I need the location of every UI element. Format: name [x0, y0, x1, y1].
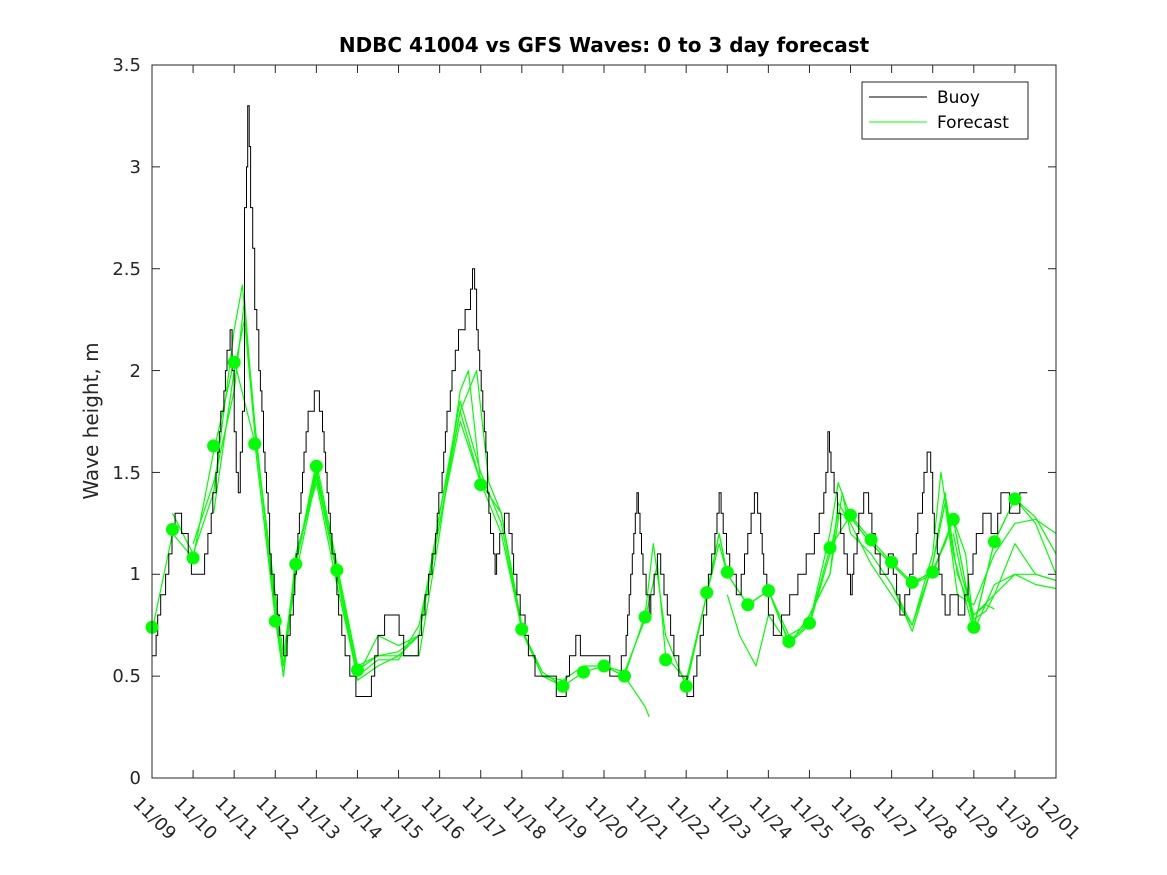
- legend: Buoy Forecast: [861, 81, 1029, 140]
- forecast-line: [213, 319, 564, 687]
- forecast-marker: [227, 355, 241, 369]
- forecast-marker: [782, 635, 796, 648]
- forecast-line: [891, 502, 1057, 632]
- forecast-marker: [248, 437, 262, 451]
- forecast-marker: [515, 622, 529, 636]
- forecast-marker: [638, 610, 652, 624]
- y-axis-label: Wave height, m: [79, 342, 103, 499]
- forecast-marker: [720, 565, 734, 579]
- forecast-marker: [844, 508, 857, 522]
- y-tick-label: 2: [130, 361, 141, 382]
- forecast-marker: [207, 439, 221, 453]
- plot-area: [152, 65, 1056, 778]
- forecast-marker: [330, 563, 344, 577]
- forecast-marker: [309, 459, 323, 473]
- y-axis-ticks: 0 0.5 1 1.5 2 2.5 3 3.5: [112, 55, 141, 789]
- forecast-marker: [1008, 492, 1022, 506]
- forecast-marker: [351, 663, 364, 677]
- y-tick-label: 3: [130, 157, 141, 178]
- chart-title: NDBC 41004 vs GFS Waves: 0 to 3 day fore…: [339, 33, 870, 57]
- y-tick-label: 3.5: [112, 55, 141, 76]
- forecast-marker: [987, 535, 1001, 549]
- forecast-marker: [967, 620, 981, 634]
- y-tick-label: 1: [130, 564, 141, 585]
- forecast-marker: [679, 679, 693, 693]
- y-tick-label: 0.5: [112, 666, 141, 687]
- forecast-marker: [946, 512, 960, 526]
- y-tick-label: 0: [130, 768, 141, 789]
- buoy-line: [152, 105, 1028, 697]
- forecast-marker: [474, 478, 488, 492]
- y-tick-label: 2.5: [112, 259, 141, 280]
- legend-forecast-label: Forecast: [937, 113, 1009, 133]
- forecast-marker: [823, 541, 837, 555]
- forecast-marker: [289, 557, 303, 571]
- legend-buoy-label: Buoy: [937, 88, 980, 108]
- forecast-marker: [885, 555, 899, 569]
- forecast-marker: [268, 614, 282, 628]
- legend-box: [861, 81, 1029, 140]
- forecast-line: [274, 410, 650, 718]
- forecast-marker: [803, 616, 816, 630]
- forecast-line: [726, 471, 1057, 667]
- forecast-marker: [864, 533, 878, 547]
- forecast-markers: [145, 355, 1022, 693]
- forecast-line: [685, 498, 1057, 687]
- forecast-marker: [186, 551, 200, 565]
- forecast-marker: [741, 598, 755, 612]
- forecast-marker: [166, 523, 179, 536]
- forecast-marker: [597, 659, 611, 673]
- forecast-line: [952, 533, 1057, 620]
- forecast-marker: [659, 653, 673, 667]
- series-layer: [151, 105, 1057, 718]
- forecast-marker: [700, 586, 714, 600]
- forecast-marker: [577, 665, 590, 679]
- forecast-marker: [556, 679, 570, 693]
- axes-box: [151, 64, 1057, 779]
- forecast-line: [965, 584, 995, 616]
- y-tick-label: 1.5: [112, 463, 141, 484]
- forecast-marker: [618, 669, 631, 683]
- forecast-marker: [926, 565, 940, 579]
- forecast-marker: [761, 584, 775, 598]
- forecast-marker: [905, 575, 919, 589]
